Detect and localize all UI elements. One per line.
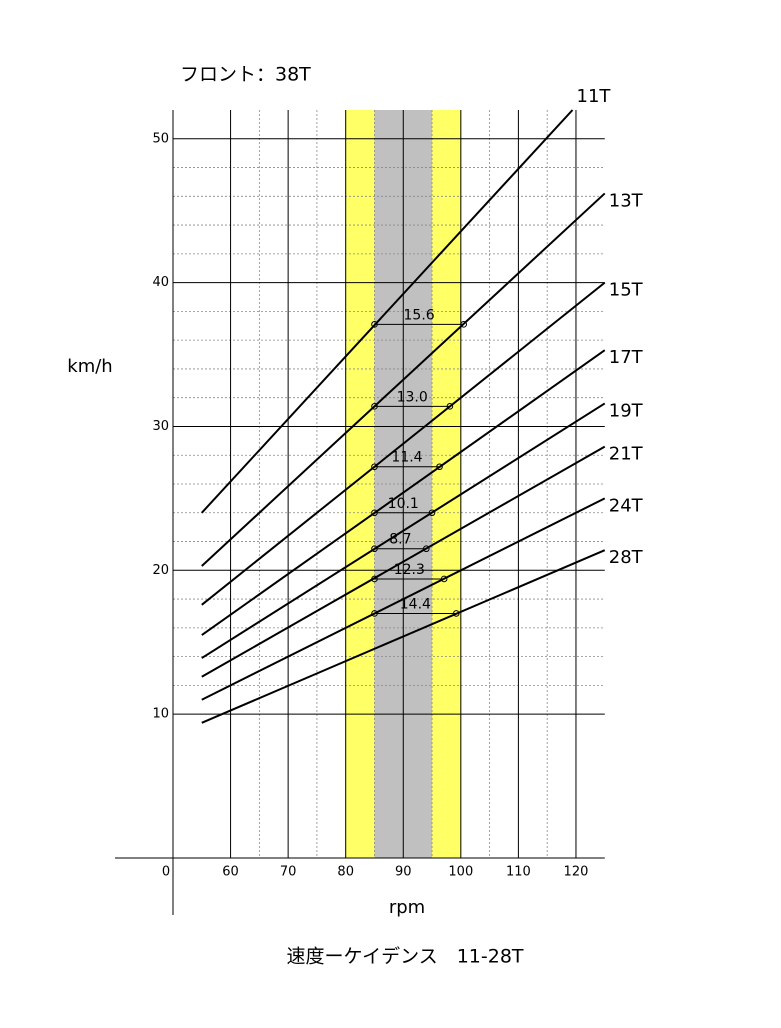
y-tick-label: 10 [152, 707, 169, 722]
series-line [201, 402, 606, 659]
series-label: 19T [609, 400, 644, 421]
step-point [428, 509, 436, 517]
series-label: 13T [609, 190, 644, 211]
x-tick-label: 110 [506, 865, 531, 880]
step-point [452, 610, 460, 617]
series-label: 17T [609, 347, 644, 368]
step-point [371, 321, 378, 328]
series-line [201, 192, 606, 567]
chart-title: フロント：38T [180, 64, 311, 86]
series-line [201, 281, 606, 606]
step-point [436, 463, 443, 471]
x-tick-label: 0 [162, 865, 170, 880]
series-line [201, 497, 606, 701]
series-line [201, 349, 606, 636]
step-point [446, 403, 454, 410]
step-point [371, 463, 378, 471]
y-tick-label: 40 [152, 275, 169, 290]
series-line [201, 549, 606, 724]
step-point [371, 509, 378, 517]
step-label: 10.1 [388, 496, 419, 512]
x-tick-label: 60 [222, 865, 239, 880]
x-tick-label: 90 [395, 865, 412, 880]
y-axis-label: km/h [67, 356, 112, 377]
step-label: 11.4 [391, 450, 422, 466]
y-tick-label: 30 [152, 419, 169, 434]
series-line [201, 109, 574, 514]
x-tick-label: 70 [280, 865, 297, 880]
step-point [440, 575, 448, 583]
step-label: 13.0 [397, 389, 428, 405]
step-point [371, 403, 378, 410]
step-point [371, 545, 378, 553]
step-label: 8.7 [389, 532, 411, 548]
caption: 速度ーケイデンス 11-28T [286, 946, 523, 968]
series-label: 28T [609, 547, 644, 568]
y-tick-label: 20 [152, 563, 169, 578]
step-label: 15.6 [404, 307, 435, 323]
step-point [371, 610, 378, 617]
x-tick-label: 100 [448, 865, 473, 880]
series-label: 11T [577, 86, 612, 107]
series-label: 15T [609, 280, 644, 301]
step-label: 12.3 [394, 562, 425, 578]
step-point [460, 321, 468, 328]
x-axis-label: rpm [389, 897, 425, 918]
step-point [371, 575, 378, 583]
series-label: 24T [609, 495, 644, 516]
x-tick-label: 120 [564, 865, 589, 880]
series-line [201, 445, 606, 678]
series-label: 21T [609, 444, 644, 465]
step-point [422, 545, 430, 553]
y-tick-label: 50 [152, 131, 169, 146]
x-tick-label: 80 [337, 865, 354, 880]
step-label: 14.4 [400, 596, 431, 612]
